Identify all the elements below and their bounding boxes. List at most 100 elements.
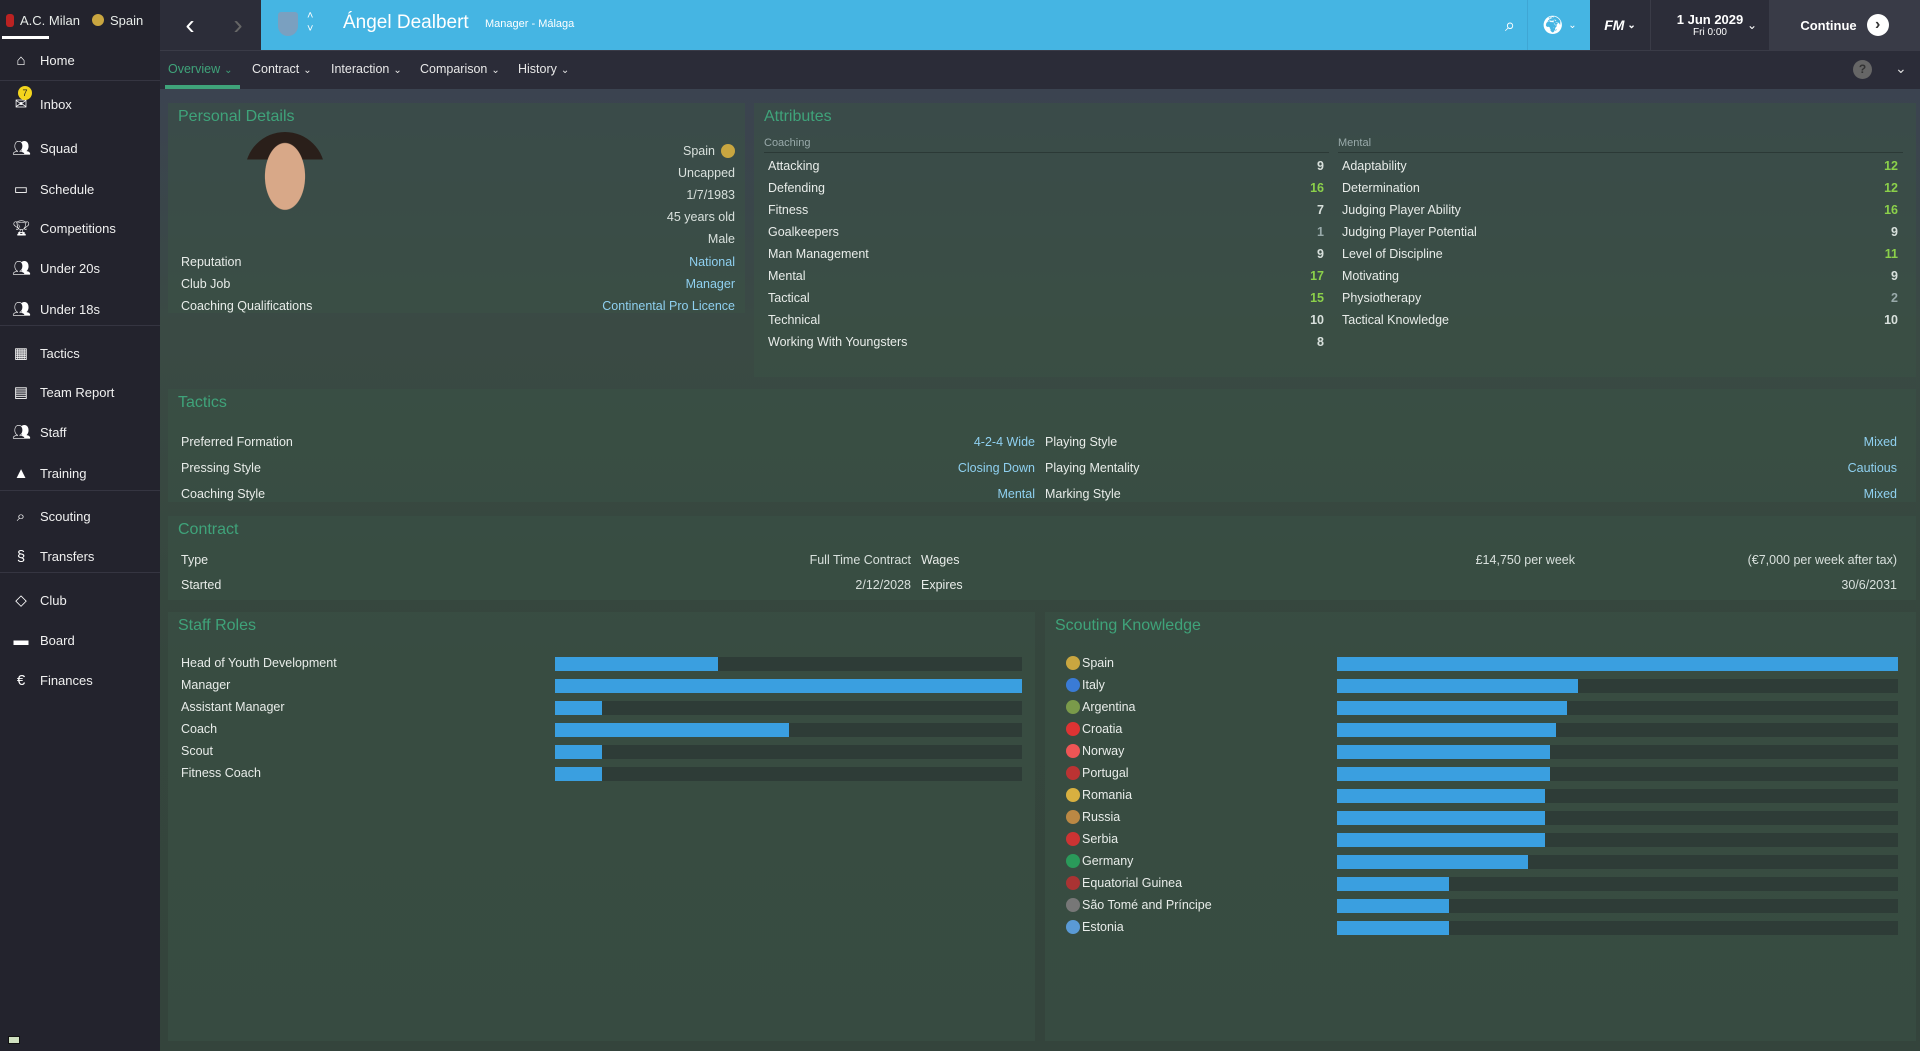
scouting-country-label[interactable]: Croatia <box>1082 722 1123 736</box>
scouting-bar <box>1337 745 1550 759</box>
chevron-down-icon: ⌄ <box>491 65 500 76</box>
scouting-country-label[interactable]: Estonia <box>1082 920 1124 934</box>
attribute-value: 15 <box>1310 291 1324 305</box>
tactic-value[interactable]: Mixed <box>1863 487 1897 501</box>
staff-role-bar-track <box>555 701 1022 715</box>
fm-menu-button[interactable]: FM ⌄ <box>1604 17 1636 33</box>
scouting-country-label[interactable]: Argentina <box>1082 700 1136 714</box>
sidebar-item-tactics[interactable]: ▦ Tactics <box>0 334 160 372</box>
forward-button[interactable]: › <box>233 9 243 40</box>
scouting-country-label[interactable]: Romania <box>1082 788 1133 802</box>
search-icon[interactable]: ⌕ <box>1504 14 1516 35</box>
current-date: 1 Jun 2029 <box>1676 12 1744 27</box>
scouting-bar <box>1337 767 1550 781</box>
scouting-country-label[interactable]: Portugal <box>1082 766 1129 780</box>
tactic-label: Playing Mentality <box>1045 461 1140 475</box>
chevron-down-icon[interactable]: ⌄ <box>1895 60 1907 76</box>
tab-history[interactable]: History ⌄ <box>518 62 570 76</box>
sidebar-item-staff[interactable]: 👥︎ Staff <box>0 413 160 451</box>
attribute-label: Goalkeepers <box>768 225 839 239</box>
equatorial-guinea-flag-icon <box>1066 876 1080 890</box>
sidebar-item-board[interactable]: ▬ Board <box>0 621 160 659</box>
tactics-icon: ▦ <box>13 345 29 362</box>
attribute-label: Motivating <box>1342 269 1399 283</box>
nation-name[interactable]: Spain <box>109 12 144 28</box>
sidebar-item-competitions[interactable]: 🏆︎ Competitions <box>0 209 160 247</box>
scouting-country-label[interactable]: Serbia <box>1082 832 1119 846</box>
club-active-indicator <box>2 36 49 39</box>
sidebar-item-squad[interactable]: 👥︎ Squad <box>0 129 160 167</box>
staff-role-bar-track <box>555 767 1022 781</box>
date-chevron-icon[interactable]: ⌄ <box>1746 18 1758 32</box>
home-icon: ⌂ <box>16 51 26 69</box>
tactic-value[interactable]: Mixed <box>1863 435 1897 449</box>
sidebar-item-under-20s[interactable]: 👥︎ Under 20s <box>0 249 160 287</box>
tactic-value[interactable]: Mental <box>997 487 1035 501</box>
sidebar-item-training[interactable]: ▲ Training <box>0 454 160 492</box>
sidebar-item-transfers[interactable]: § Transfers <box>0 537 160 575</box>
personal-details-panel: Personal Details Spain Uncapped 1/7/1983 45… <box>168 103 745 313</box>
switch-person-icon[interactable]: ˄ ˅ <box>307 10 314 35</box>
tab-comparison[interactable]: Comparison ⌄ <box>420 62 500 76</box>
scouting-country-label[interactable]: Spain <box>1082 656 1114 670</box>
personal-detail-value[interactable]: Manager <box>685 277 735 291</box>
tactic-label: Pressing Style <box>181 461 261 475</box>
current-time: Fri 0:00 <box>1693 27 1727 38</box>
manager-photo <box>245 132 325 243</box>
help-icon[interactable]: ? <box>1853 60 1872 79</box>
scouting-country-label[interactable]: Germany <box>1082 854 1134 868</box>
back-button[interactable]: ‹ <box>185 9 195 40</box>
club-name[interactable]: A.C. Milan <box>20 12 80 28</box>
expires-value: 30/6/2031 <box>1841 578 1897 592</box>
panel-title: Contract <box>178 521 239 538</box>
sidebar-item-club[interactable]: ◇ Club <box>0 581 160 619</box>
u18-icon: 👥︎ <box>12 301 32 318</box>
tab-overview[interactable]: Overview ⌄ <box>168 62 233 76</box>
attribute-label: Determination <box>1342 181 1420 195</box>
attribute-label: Man Management <box>768 247 869 261</box>
sidebar-item-under-18s[interactable]: 👥︎ Under 18s <box>0 290 160 328</box>
tab-interaction[interactable]: Interaction ⌄ <box>331 62 402 76</box>
started-value: 2/12/2028 <box>855 578 911 592</box>
scouting-country-label[interactable]: Norway <box>1082 744 1125 758</box>
club-header[interactable]: A.C. Milan Spain <box>0 0 160 40</box>
tactic-value[interactable]: 4-2-4 Wide <box>973 435 1035 449</box>
scouting-country-label[interactable]: Equatorial Guinea <box>1082 876 1183 890</box>
scouting-country-label[interactable]: Russia <box>1082 810 1121 824</box>
sidebar-item-schedule[interactable]: ▭ Schedule <box>0 170 160 208</box>
staff-role-bar-track <box>555 745 1022 759</box>
date-button[interactable]: 1 Jun 2029 Fri 0:00 <box>1650 0 1769 50</box>
sidebar-item-inbox[interactable]: ✉ Inbox <box>0 85 160 123</box>
staff-role-bar <box>555 723 789 737</box>
continue-button[interactable]: Continue › <box>1769 0 1920 50</box>
page-title: Ángel Dealbert <box>343 12 469 33</box>
sidebar-item-team-report[interactable]: ▤ Team Report <box>0 373 160 411</box>
staff-role-label: Head of Youth Development <box>181 656 337 670</box>
scouting-bar <box>1337 701 1567 715</box>
attribute-value: 17 <box>1310 269 1324 283</box>
personal-detail-value[interactable]: National <box>689 255 735 269</box>
world-menu-button[interactable]: 🌍︎ ⌄ <box>1527 0 1590 50</box>
scouting-country-label[interactable]: Italy <box>1082 678 1105 692</box>
sidebar-item-label: Home <box>40 52 75 68</box>
panel-title: Scouting Knowledge <box>1055 617 1201 634</box>
attribute-label: Attacking <box>768 159 820 173</box>
tactic-value[interactable]: Closing Down <box>957 461 1035 475</box>
club-badge-icon <box>6 13 14 27</box>
sidebar-item-label: Transfers <box>40 548 95 564</box>
tactic-value[interactable]: Cautious <box>1847 461 1897 475</box>
staff-role-label: Coach <box>181 722 218 736</box>
staff-role-bar <box>555 701 602 715</box>
panel-title: Personal Details <box>178 108 295 125</box>
tab-contract[interactable]: Contract ⌄ <box>252 62 312 76</box>
sidebar-item-home[interactable]: ⌂ Home <box>0 41 160 79</box>
scouting-bar <box>1337 877 1449 891</box>
sidebar-item-finances[interactable]: € Finances <box>0 661 160 699</box>
scouting-country-label[interactable]: São Tomé and Príncipe <box>1082 898 1212 912</box>
sidebar-item-scouting[interactable]: ⌕ Scouting <box>0 497 160 535</box>
report-icon: ▤ <box>13 384 29 401</box>
sidebar-item-label: Tactics <box>40 345 80 361</box>
chevron-down-icon: ⌄ <box>1568 19 1577 31</box>
personal-detail-value[interactable]: Continental Pro Licence <box>602 299 735 313</box>
italy-flag-icon <box>1066 678 1080 692</box>
